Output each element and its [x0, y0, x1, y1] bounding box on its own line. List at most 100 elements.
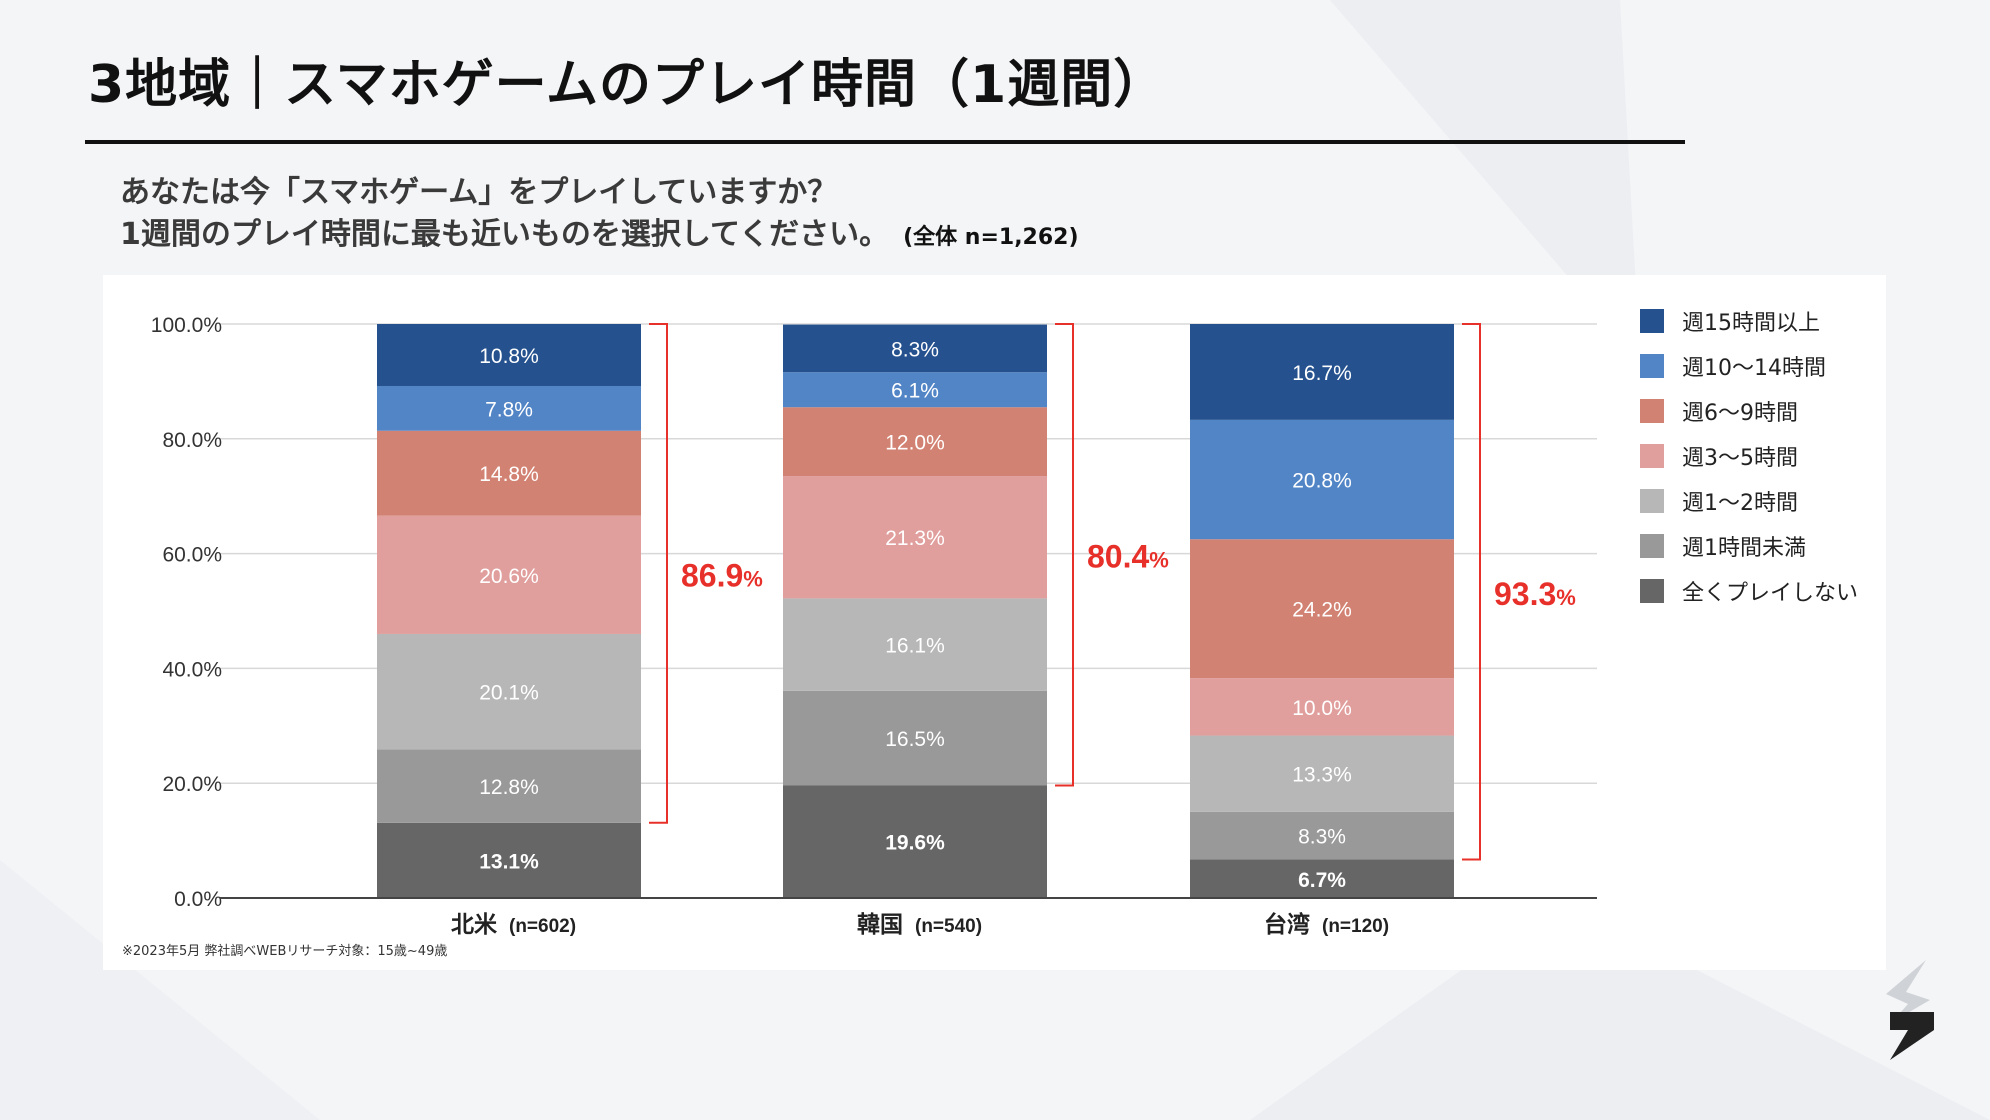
footnote: ※2023年5月 弊社調べWEBリサーチ対象：15歳~49歳	[122, 944, 448, 959]
total-bracket	[1055, 323, 1074, 787]
data-label: 20.6%	[479, 565, 539, 588]
bar-segment	[1190, 859, 1454, 898]
y-tick-label: 0.0%	[174, 888, 222, 911]
data-label: 16.5%	[885, 728, 945, 751]
legend-swatch	[1640, 578, 1664, 603]
x-category-label: 韓国	[857, 911, 903, 938]
data-label: 6.7%	[1298, 869, 1346, 892]
sample-size-note: (全体 n=1,262)	[903, 225, 1079, 250]
data-label: 20.8%	[1292, 470, 1352, 493]
bar-segment	[783, 407, 1047, 477]
legend-swatch	[1640, 443, 1664, 468]
legend-swatch	[1640, 308, 1664, 333]
total-percent-number: 93.3	[1494, 576, 1556, 612]
bar-segment	[1190, 324, 1454, 420]
legend-swatch	[1640, 533, 1664, 558]
data-label: 21.3%	[885, 527, 945, 550]
bar-segment	[1190, 735, 1454, 812]
data-label: 13.1%	[479, 850, 539, 873]
legend-item: 週10〜14時間	[1640, 353, 1858, 381]
total-percent-label: 86.9%	[681, 557, 763, 593]
data-label: 16.1%	[885, 635, 945, 658]
y-tick-label: 40.0%	[162, 658, 222, 681]
y-tick-label: 100.0%	[151, 314, 222, 337]
brand-logo-icon	[1886, 960, 1934, 1060]
bar-segment	[783, 324, 1047, 373]
data-label: 6.1%	[891, 380, 939, 403]
bar-segment	[783, 785, 1047, 898]
data-label: 7.8%	[485, 398, 533, 421]
total-percent-unit: %	[743, 566, 763, 591]
chart-legend: 週15時間以上 週10〜14時間 週6〜9時間 週3〜5時間 週1〜2時間 週1時間未満全…	[1640, 308, 1858, 623]
y-axis-ticks: 0.0% 20.0% 40.0% 60.0% 80.0% 100.0%	[151, 314, 222, 911]
legend-item: 週1時間未満	[1640, 533, 1858, 561]
bar-segment	[377, 515, 641, 634]
x-category-sample-size: (n=120)	[1322, 916, 1389, 937]
total-percent-number: 86.9	[681, 557, 743, 593]
title-divider	[85, 140, 1685, 144]
legend-item: 全くプレイしない	[1640, 578, 1858, 606]
data-label: 19.6%	[885, 832, 945, 855]
total-bracket	[1462, 323, 1481, 861]
x-category-label: 北米	[451, 912, 498, 938]
question-line-2: 1週間のプレイ時間に最も近いものを選択してください。 (全体 n=1,262)	[120, 214, 1079, 259]
total-percent-label: 93.3%	[1494, 576, 1576, 612]
legend-label: 週1時間未満	[1682, 535, 1806, 561]
legend-label: 週10〜14時間	[1682, 355, 1826, 381]
bar-segment	[1190, 539, 1454, 679]
bar-segment	[377, 633, 641, 750]
y-tick-label: 80.0%	[162, 429, 222, 452]
bars: 13.1% 12.8% 20.1% 20.6% 14.8% 7.8% 10.8% 19.6% 1…	[377, 324, 1454, 898]
bar-segment	[377, 324, 641, 386]
total-brackets: 86.9%80.4%93.3%	[649, 323, 1576, 861]
total-percent-label: 80.4%	[1087, 539, 1169, 575]
x-category-sample-size: (n=540)	[915, 916, 982, 937]
question-line-2-text: 1週間のプレイ時間に最も近いものを選択してください。	[120, 217, 890, 252]
legend-swatch	[1640, 353, 1664, 378]
bar-segment	[377, 385, 641, 431]
bar-segment	[377, 749, 641, 823]
total-bracket	[649, 323, 668, 824]
data-label: 20.1%	[479, 682, 539, 705]
bar-segment	[1190, 811, 1454, 860]
legend-label: 週6〜9時間	[1682, 400, 1798, 426]
bar-segment	[1190, 678, 1454, 736]
legend-swatch	[1640, 398, 1664, 423]
x-axis-labels: 北米 (n=602) 韓国 (n=540) 台湾 (n=120)	[451, 911, 1389, 938]
legend-label: 全くプレイしない	[1682, 580, 1859, 606]
data-label: 24.2%	[1292, 599, 1352, 622]
data-label: 16.7%	[1292, 362, 1352, 385]
x-category-label: 台湾	[1264, 911, 1310, 938]
total-percent-unit: %	[1556, 585, 1576, 610]
data-label: 14.8%	[479, 463, 539, 486]
legend-label: 週15時間以上	[1682, 310, 1820, 336]
survey-question: あなたは今「スマホゲーム」をプレイしていますか？ 1週間のプレイ時間に最も近いも…	[120, 172, 1079, 259]
question-line-1: あなたは今「スマホゲーム」をプレイしていますか？	[120, 175, 838, 210]
data-label: 8.3%	[1298, 826, 1346, 849]
legend-item: 週3〜5時間	[1640, 443, 1858, 471]
legend-item: 週1〜2時間	[1640, 488, 1858, 516]
legend-swatch	[1640, 488, 1664, 513]
bar-segment	[377, 822, 641, 898]
legend-item: 週15時間以上	[1640, 308, 1858, 336]
bar-segment	[377, 430, 641, 516]
bar-segment	[1190, 419, 1454, 540]
y-tick-label: 60.0%	[162, 544, 222, 567]
x-category-sample-size: (n=602)	[509, 916, 576, 937]
bar-segment	[783, 690, 1047, 786]
data-label: 8.3%	[891, 338, 939, 361]
data-label: 12.0%	[885, 432, 945, 455]
bar-segment	[783, 476, 1047, 599]
legend-label: 週3〜5時間	[1682, 445, 1798, 471]
data-label: 12.8%	[479, 776, 539, 799]
legend-label: 週1〜2時間	[1682, 490, 1798, 516]
y-tick-label: 20.0%	[162, 773, 222, 796]
legend-item: 週6〜9時間	[1640, 398, 1858, 426]
total-percent-unit: %	[1149, 548, 1169, 573]
bar-segment	[783, 372, 1047, 408]
data-label: 13.3%	[1292, 764, 1352, 787]
data-label: 10.0%	[1292, 697, 1352, 720]
bar-segment	[783, 598, 1047, 691]
